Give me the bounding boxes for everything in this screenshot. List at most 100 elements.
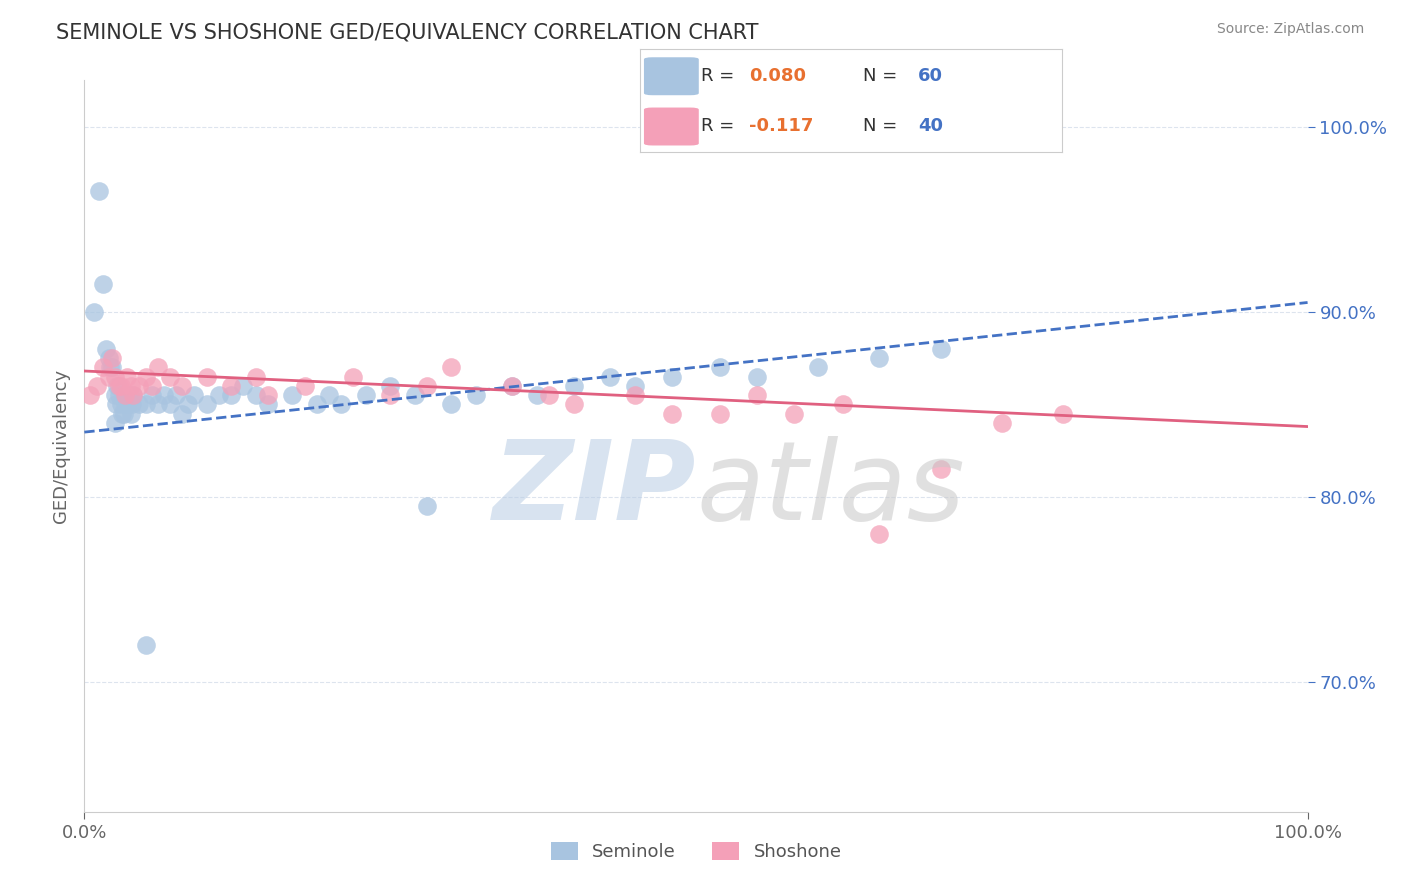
Point [183,388,205,402]
Point [115,388,138,402]
Point [661,369,683,384]
Text: Source: ZipAtlas.com: Source: ZipAtlas.com [1216,22,1364,37]
Point [115,369,138,384]
Point [159,369,181,384]
Point [195,397,218,411]
Point [96,342,118,356]
Point [807,360,830,375]
Text: N =: N = [863,117,903,135]
FancyBboxPatch shape [644,108,699,145]
Text: 40: 40 [918,117,943,135]
Text: 60: 60 [918,67,943,85]
Point [105,379,128,393]
Point [110,397,132,411]
Point [404,388,426,402]
Point [91,360,114,375]
Point [105,397,128,411]
Point [107,379,129,393]
Point [257,388,280,402]
Text: atlas: atlas [696,436,965,543]
Point [122,388,145,402]
Point [783,407,806,421]
Point [502,379,524,393]
Point [97,351,120,365]
Point [624,379,647,393]
Point [599,369,621,384]
Point [219,388,242,402]
Text: -0.117: -0.117 [749,117,814,135]
Point [747,369,769,384]
Point [416,499,439,513]
Point [172,379,194,393]
Point [153,388,176,402]
Point [86,379,108,393]
Point [107,388,129,402]
Y-axis label: GED/Equivalency: GED/Equivalency [52,369,70,523]
Text: N =: N = [863,67,903,85]
Point [165,388,187,402]
Point [91,277,114,291]
Point [294,379,316,393]
Point [219,379,242,393]
Point [83,304,105,318]
Point [128,379,150,393]
Point [117,397,139,411]
Point [330,397,353,411]
Point [440,360,463,375]
Point [232,379,254,393]
Point [245,388,267,402]
Text: ZIP: ZIP [492,436,696,543]
Text: R =: R = [700,67,740,85]
Point [245,369,267,384]
Point [562,379,585,393]
Point [104,369,127,384]
Point [135,638,157,652]
Point [111,407,134,421]
Point [502,379,524,393]
Point [146,360,169,375]
Point [929,342,952,356]
Point [440,397,463,411]
Point [562,397,585,411]
Point [464,388,486,402]
Point [538,388,561,402]
Point [101,360,124,375]
Point [87,185,110,199]
Point [709,360,731,375]
Point [195,369,218,384]
Point [135,369,157,384]
Point [208,388,231,402]
Point [869,527,891,541]
Point [135,397,157,411]
Point [159,397,181,411]
Point [114,388,136,402]
Point [120,379,142,393]
Point [929,462,952,476]
Point [141,388,163,402]
Point [104,416,127,430]
Point [121,397,143,411]
Point [110,379,132,393]
Text: 0.080: 0.080 [749,67,807,85]
Point [98,360,121,375]
Point [305,397,328,411]
Point [141,379,163,393]
Point [101,351,124,365]
Point [709,407,731,421]
Point [177,397,200,411]
Point [380,388,402,402]
Legend: Seminole, Shoshone: Seminole, Shoshone [543,835,849,869]
FancyBboxPatch shape [644,57,699,95]
Point [97,369,120,384]
Point [104,388,127,402]
Point [118,388,141,402]
Point [172,407,194,421]
Point [342,369,364,384]
Point [624,388,647,402]
Point [122,388,145,402]
Point [146,397,169,411]
Text: SEMINOLE VS SHOSHONE GED/EQUIVALENCY CORRELATION CHART: SEMINOLE VS SHOSHONE GED/EQUIVALENCY COR… [56,22,759,42]
Point [79,388,101,402]
Point [120,407,142,421]
Point [831,397,853,411]
